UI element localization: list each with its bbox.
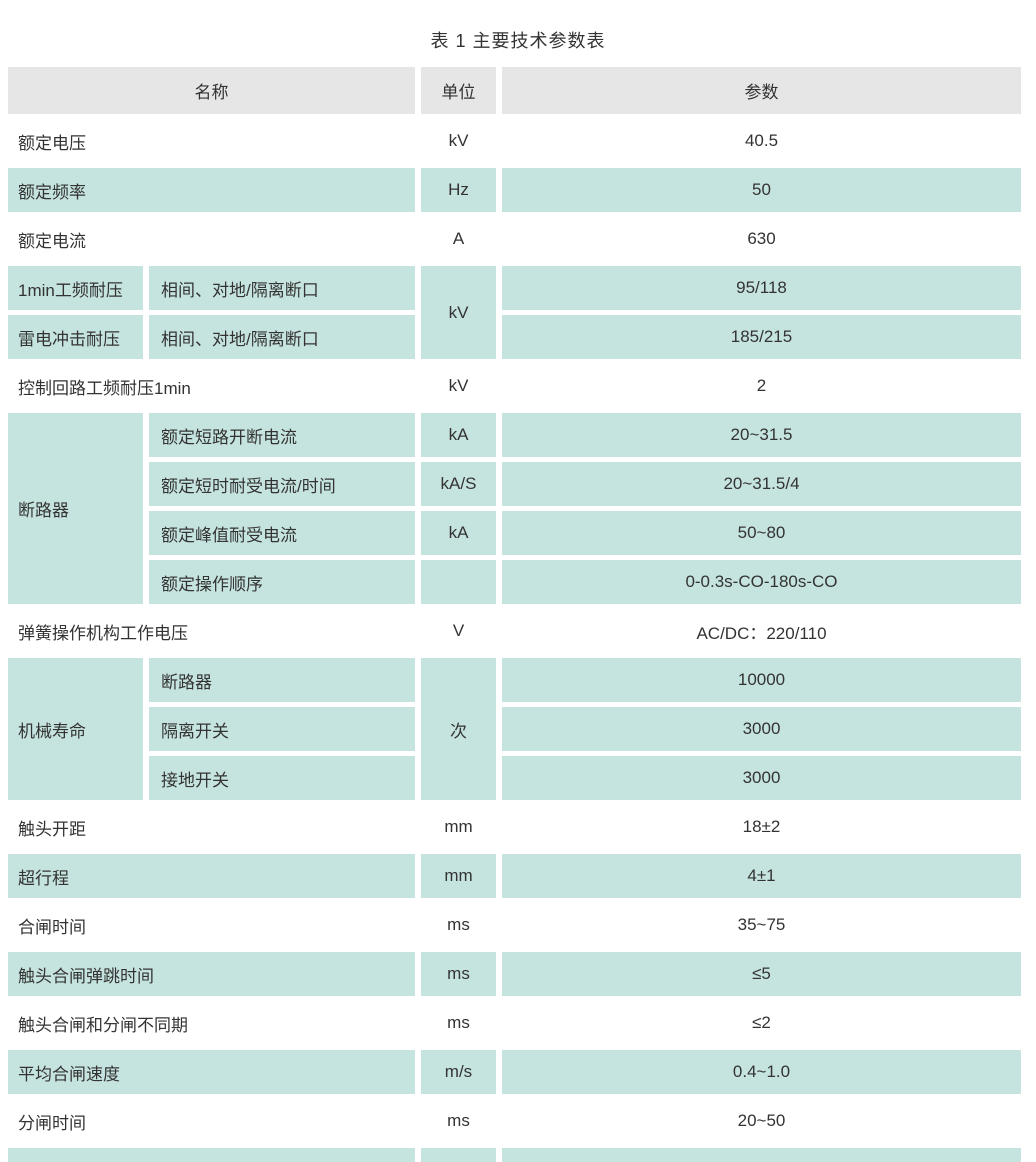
param-unit: Hz [421, 168, 496, 212]
param-name: 平均合闸速度 [8, 1050, 415, 1094]
table-row: 超行程 mm 4±1 [8, 854, 1021, 898]
table-row: 合闸时间 ms 35~75 [8, 903, 1021, 947]
table-row: 触头合闸弹跳时间 ms ≤5 [8, 952, 1021, 996]
param-unit: V [421, 609, 496, 653]
param-unit: kA [421, 511, 496, 555]
param-unit: ms [421, 1099, 496, 1143]
param-name: 触头合闸弹跳时间 [8, 952, 415, 996]
param-name: 触头合闸和分闸不同期 [8, 1001, 415, 1045]
param-unit: kA [421, 413, 496, 457]
table-row: 机械寿命 断路器 次 10000 [8, 658, 1021, 800]
param-value: ≤5 [502, 952, 1021, 996]
param-value: 630 [502, 217, 1021, 261]
param-value: 3000 [502, 707, 1021, 751]
table-row: 雷电冲击耐压 相间、对地/隔离断口 185/215 [8, 315, 1021, 359]
table-row: 额定短时耐受电流/时间 kA/S 20~31.5/4 [8, 462, 1021, 506]
param-unit: ms [421, 903, 496, 947]
header-unit: 单位 [421, 67, 496, 114]
table-row: 弹簧操作机构工作电压 V AC/DC：220/110 [8, 609, 1021, 653]
table-row: 平均合闸速度 m/s 0.4~1.0 [8, 1050, 1021, 1094]
table-row: 接地开关 3000 [8, 756, 1021, 800]
param-subname: 隔离开关 [149, 707, 415, 751]
param-value: 4±1 [502, 854, 1021, 898]
param-name: 平均分闸速度 [8, 1148, 415, 1162]
param-value: 50 [502, 168, 1021, 212]
param-value: 95/118 [502, 266, 1021, 310]
table-header-row: 名称 单位 参数 [8, 67, 1021, 114]
param-unit: m/s [421, 1050, 496, 1094]
param-value: 18±2 [502, 805, 1021, 849]
param-value: 20~31.5 [502, 413, 1021, 457]
param-subname: 额定操作顺序 [149, 560, 415, 604]
param-name: 超行程 [8, 854, 415, 898]
param-value: 10000 [502, 658, 1021, 702]
param-subname: 额定短时耐受电流/时间 [149, 462, 415, 506]
param-subname: 额定短路开断电流 [149, 413, 415, 457]
param-value: 50~80 [502, 511, 1021, 555]
param-unit: m/s [421, 1148, 496, 1162]
param-name: 额定电流 [8, 217, 415, 261]
param-value: 20~50 [502, 1099, 1021, 1143]
table-title: 表 1 主要技术参数表 [430, 31, 606, 51]
param-value: 2 [502, 364, 1021, 408]
param-value: 1.1~2.0 [502, 1148, 1021, 1162]
param-name: 触头开距 [8, 805, 415, 849]
param-value: 185/215 [502, 315, 1021, 359]
table-row: 断路器 额定短路开断电流 kA 20~31.5 [8, 413, 1021, 604]
param-value: 35~75 [502, 903, 1021, 947]
param-unit: kV [421, 364, 496, 408]
param-name: 额定电压 [8, 119, 415, 163]
table-row: 额定电压 kV 40.5 [8, 119, 1021, 163]
param-value: 40.5 [502, 119, 1021, 163]
param-value: 20~31.5/4 [502, 462, 1021, 506]
header-value: 参数 [502, 67, 1021, 114]
table-row: 控制回路工频耐压1min kV 2 [8, 364, 1021, 408]
param-value: AC/DC：220/110 [502, 609, 1021, 653]
table-row: 隔离开关 3000 [8, 707, 1021, 751]
param-subname: 额定峰值耐受电流 [149, 511, 415, 555]
table-row: 平均分闸速度 m/s 1.1~2.0 [8, 1148, 1021, 1162]
param-unit: ms [421, 952, 496, 996]
table-row: 额定频率 Hz 50 [8, 168, 1021, 212]
param-subname: 接地开关 [149, 756, 415, 800]
param-value: 3000 [502, 756, 1021, 800]
table-row: 触头合闸和分闸不同期 ms ≤2 [8, 1001, 1021, 1045]
param-subname: 断路器 [149, 658, 415, 702]
param-unit [421, 560, 496, 604]
param-name: 控制回路工频耐压1min [8, 364, 415, 408]
param-group: 1min工频耐压 [8, 266, 143, 310]
parameters-table: 名称 单位 参数 额定电压 kV 40.5 额定频率 Hz 50 额定电流 A … [2, 62, 1027, 1162]
param-group: 机械寿命 [8, 658, 143, 800]
param-name: 额定频率 [8, 168, 415, 212]
table-row: 额定峰值耐受电流 kA 50~80 [8, 511, 1021, 555]
header-name: 名称 [8, 67, 415, 114]
table-row: 1min工频耐压 相间、对地/隔离断口 kV 95/118 [8, 266, 1021, 359]
param-unit: kV [421, 119, 496, 163]
param-unit: 次 [421, 658, 496, 800]
param-group: 雷电冲击耐压 [8, 315, 143, 359]
param-unit: kA/S [421, 462, 496, 506]
param-value: ≤2 [502, 1001, 1021, 1045]
param-unit: mm [421, 854, 496, 898]
param-group: 断路器 [8, 413, 143, 604]
param-name: 合闸时间 [8, 903, 415, 947]
param-value: 0-0.3s-CO-180s-CO [502, 560, 1021, 604]
param-unit: A [421, 217, 496, 261]
param-unit: kV [421, 266, 496, 359]
table-row: 分闸时间 ms 20~50 [8, 1099, 1021, 1143]
param-name: 分闸时间 [8, 1099, 415, 1143]
param-unit: ms [421, 1001, 496, 1045]
param-unit: mm [421, 805, 496, 849]
table-row: 触头开距 mm 18±2 [8, 805, 1021, 849]
param-subname: 相间、对地/隔离断口 [149, 266, 415, 310]
param-value: 0.4~1.0 [502, 1050, 1021, 1094]
param-name: 弹簧操作机构工作电压 [8, 609, 415, 653]
table-row: 额定操作顺序 0-0.3s-CO-180s-CO [8, 560, 1021, 604]
table-row: 额定电流 A 630 [8, 217, 1021, 261]
param-subname: 相间、对地/隔离断口 [149, 315, 415, 359]
